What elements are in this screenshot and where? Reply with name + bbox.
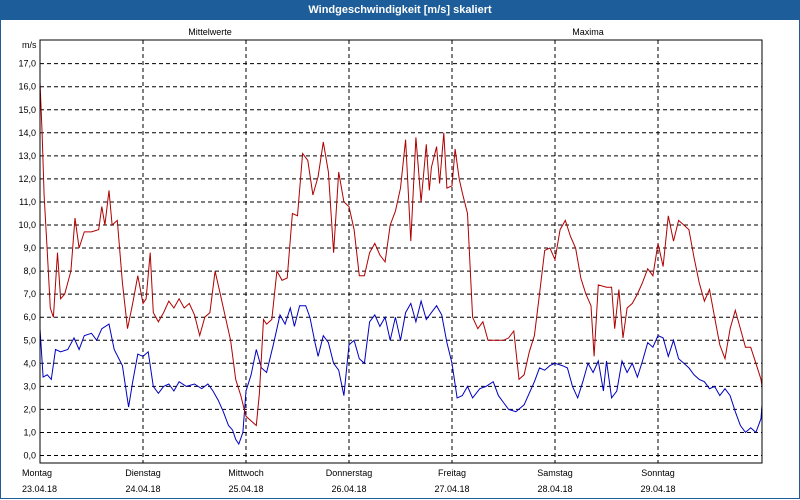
x-tick-day: Dienstag (125, 468, 161, 478)
x-tick-day: Donnerstag (326, 468, 373, 478)
chart-title-bar: Windgeschwindigkeit [m/s] skaliert (0, 0, 800, 20)
series-lines (39, 82, 763, 446)
x-tick-date: 24.04.18 (125, 484, 160, 494)
x-tick-labels: Montag 23.04.18 Dienstag 24.04.18 Mittwoch 25… (22, 468, 676, 494)
y-tick-label: 6,0 (23, 312, 36, 322)
plot-border (39, 39, 763, 464)
chart-title: Windgeschwindigkeit [m/s] skaliert (308, 4, 492, 16)
grid (40, 40, 762, 463)
y-tick-label: 14,0 (18, 128, 36, 138)
y-tick-label: 9,0 (23, 243, 36, 253)
legend-mittelwerte: Mittelwerte (188, 27, 232, 37)
x-tick-date: 25.04.18 (228, 484, 263, 494)
y-tick-label: 11,0 (19, 197, 36, 207)
legend-maxima: Maxima (572, 27, 604, 37)
y-tick-label: 7,0 (23, 289, 36, 299)
y-tick-label: 4,0 (23, 358, 36, 368)
x-tick-date: 23.04.18 (22, 484, 57, 494)
y-tick-label: 17,0 (18, 59, 36, 69)
y-tick-label: 8,0 (23, 266, 36, 276)
y-tick-label: 13,0 (18, 151, 36, 161)
y-tick-labels: 0,0 1,0 2,0 3,0 4,0 5,0 6,0 7,0 8,0 9,0 10,0 11,0 12… (18, 59, 36, 461)
y-tick-label: 3,0 (23, 381, 36, 391)
x-tick-date: 26.04.18 (331, 484, 366, 494)
x-tick-day: Samstag (537, 468, 573, 478)
y-tick-label: 5,0 (23, 335, 36, 345)
y-tick-label: 10,0 (18, 220, 36, 230)
x-tick-day: Mittwoch (228, 468, 264, 478)
x-tick-date: 28.04.18 (537, 484, 572, 494)
x-tick-day: Sonntag (641, 468, 675, 478)
y-tick-label: 1,0 (23, 427, 36, 437)
y-tick-label: 15,0 (18, 105, 36, 115)
x-tick-date: 29.04.18 (640, 484, 675, 494)
y-tick-label: 0,0 (23, 451, 36, 461)
series-line-mittelwerte (39, 299, 763, 446)
y-tick-label: 2,0 (23, 404, 36, 414)
series-line-maxima (39, 82, 763, 427)
y-tick-label: 16,0 (18, 82, 36, 92)
x-tick-day: Freitag (438, 468, 466, 478)
x-tick-date: 27.04.18 (434, 484, 469, 494)
y-unit-label: m/s (22, 40, 37, 50)
x-tick-day: Montag (22, 468, 52, 478)
y-tick-label: 12,0 (18, 174, 36, 184)
